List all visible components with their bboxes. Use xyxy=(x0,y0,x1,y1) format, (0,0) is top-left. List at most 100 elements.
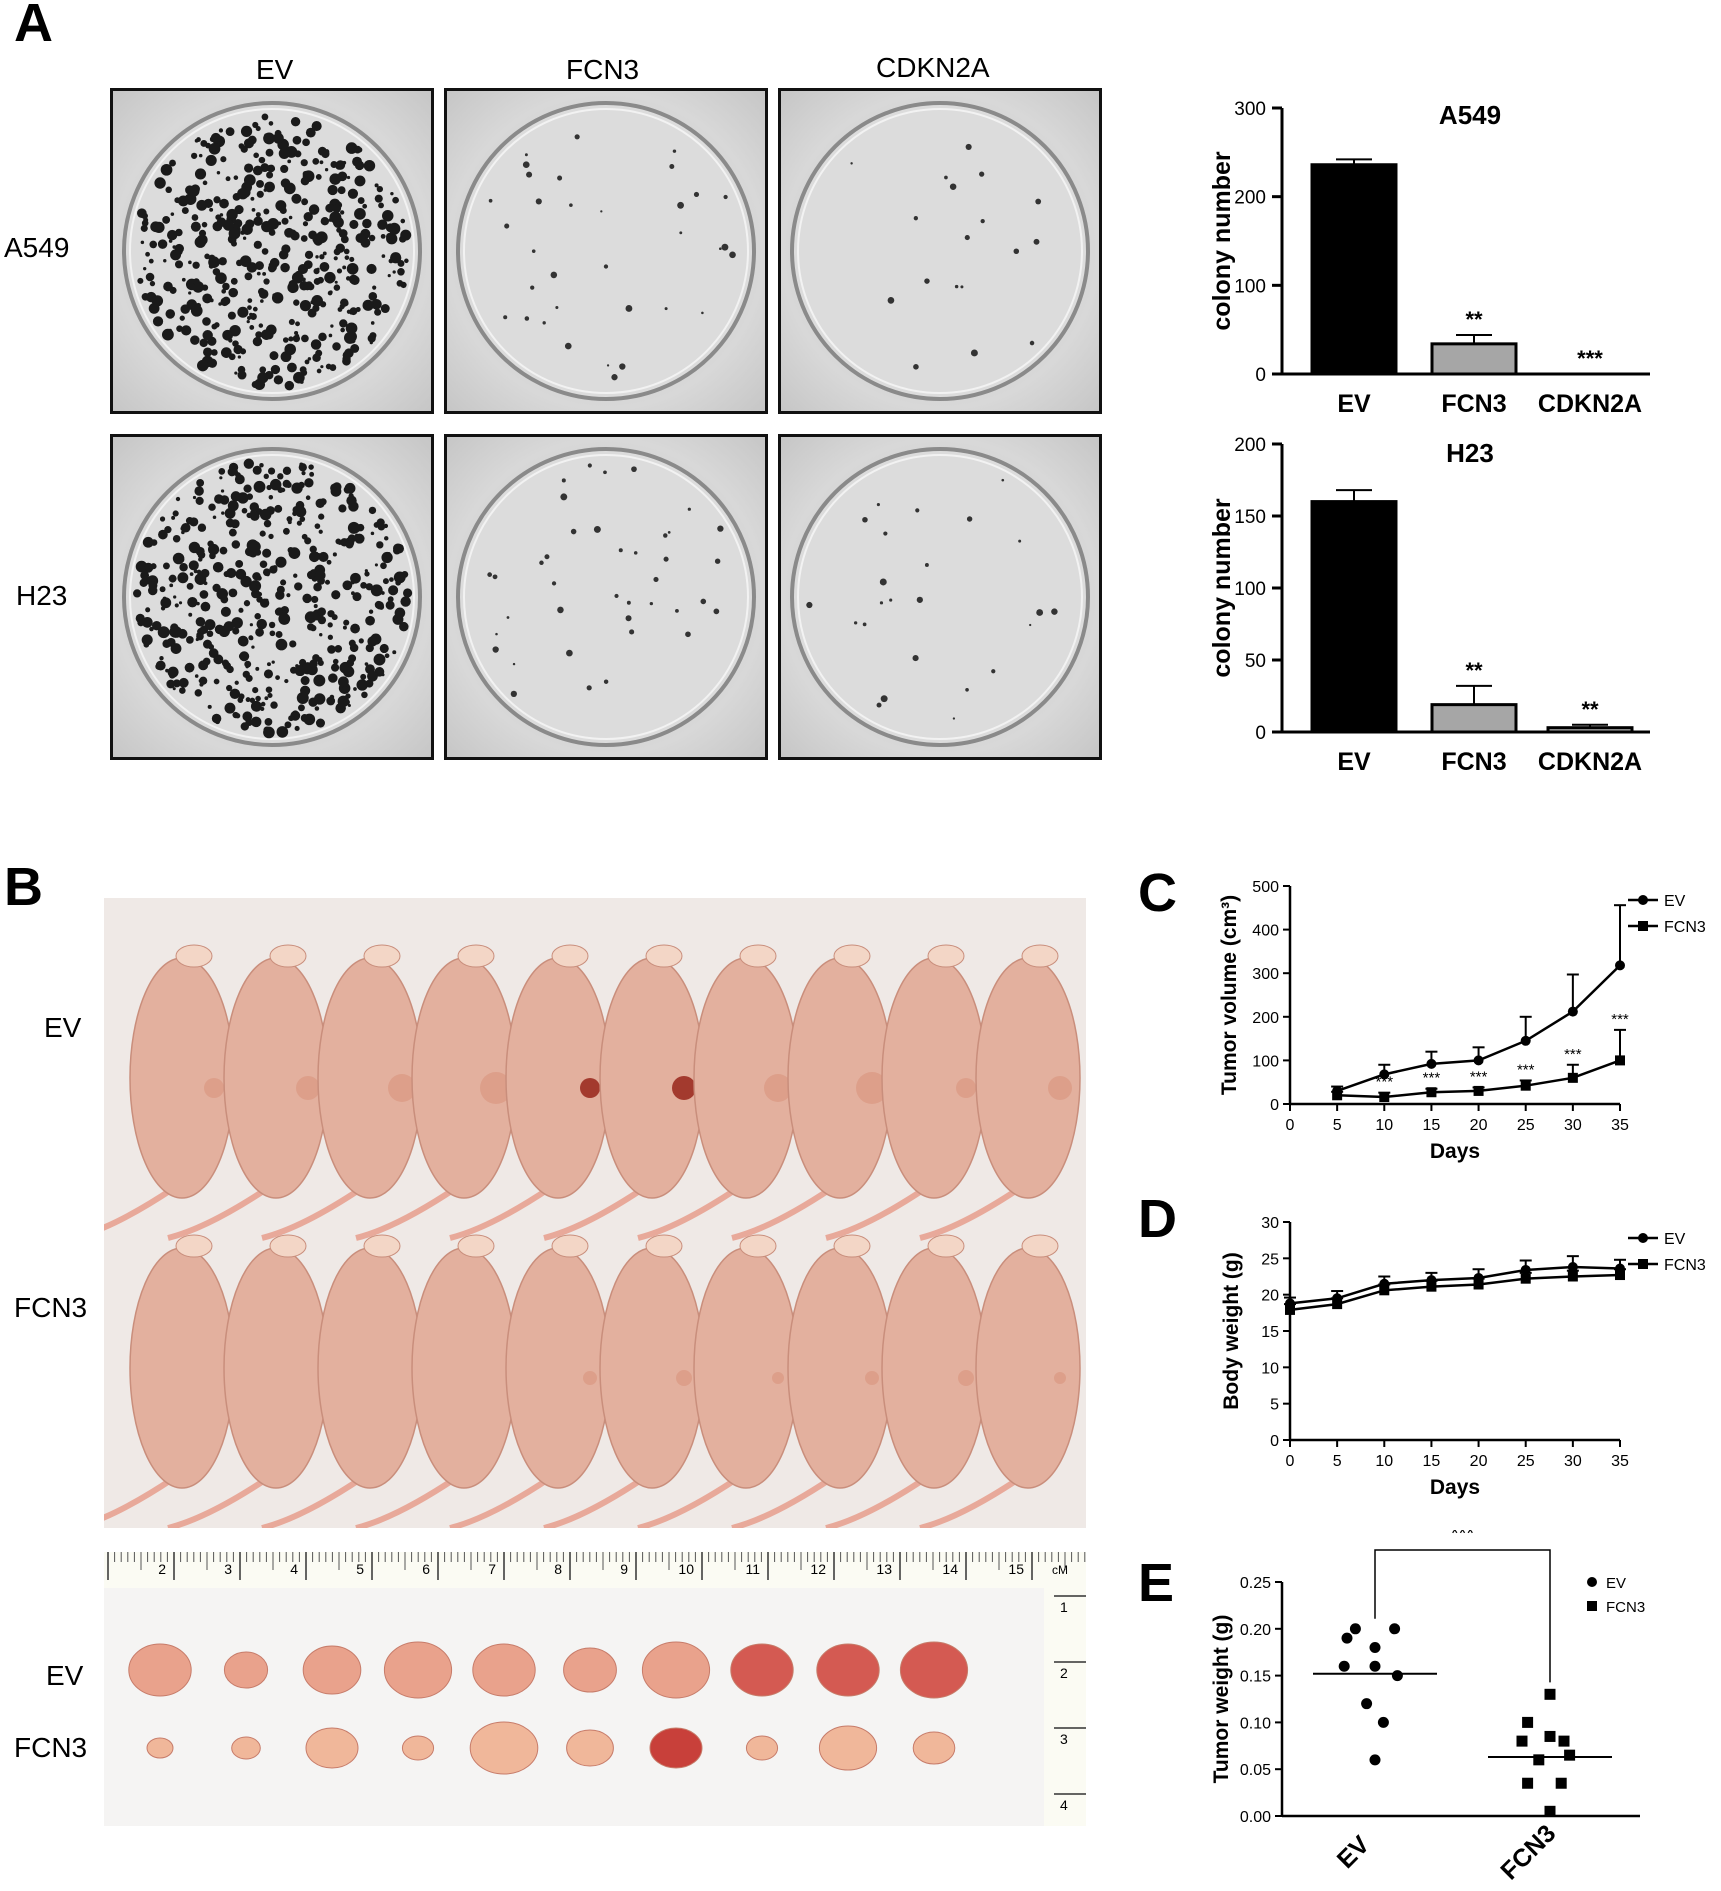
colony-dot xyxy=(218,468,226,475)
colony-dot xyxy=(924,278,930,284)
colony-dot xyxy=(155,660,166,671)
data-point xyxy=(1332,1090,1343,1101)
y-tick-label: 0.00 xyxy=(1240,1809,1271,1826)
colony-dot xyxy=(672,149,677,153)
colony-dot xyxy=(163,259,167,263)
colony-dot xyxy=(190,221,201,232)
colony-dot xyxy=(348,493,354,499)
panel-label-c: C xyxy=(1138,863,1177,923)
data-point xyxy=(1379,1285,1390,1296)
colony-dot xyxy=(292,135,302,145)
colony-dot xyxy=(208,644,215,650)
colony-dot xyxy=(531,249,536,253)
colony-dot xyxy=(261,248,269,255)
colony-dot xyxy=(255,126,261,132)
colony-dot xyxy=(495,632,498,636)
panel-label-a: A xyxy=(14,0,53,53)
colony-dot xyxy=(272,293,277,298)
colony-dot xyxy=(140,570,150,580)
y-tick-label: 0.10 xyxy=(1240,1715,1271,1732)
colony-dot xyxy=(338,504,347,513)
colony-dot xyxy=(226,208,238,221)
colony-dot xyxy=(159,656,164,661)
dish-inner-rim xyxy=(129,108,415,394)
colony-dot xyxy=(345,693,351,699)
colony-dot xyxy=(586,685,592,691)
colony-dot xyxy=(309,471,315,477)
colony-dot xyxy=(382,210,394,222)
colony-dot xyxy=(253,152,260,159)
mouse-tumor xyxy=(772,1372,784,1384)
colony-dot xyxy=(327,634,333,640)
mouse-body xyxy=(129,1247,235,1489)
colony-dot xyxy=(544,554,550,560)
colony-dot xyxy=(278,148,290,159)
colony-dot xyxy=(144,562,152,571)
colony-dot xyxy=(233,175,239,180)
colony-dot xyxy=(524,153,528,157)
data-point xyxy=(1379,1092,1390,1103)
colony-dot xyxy=(353,145,362,154)
ruler-tick-label: 9 xyxy=(620,1561,628,1577)
colony-dot xyxy=(362,299,374,311)
colony-dot xyxy=(179,315,185,321)
mouse-tumor xyxy=(388,1074,416,1102)
colony-dot xyxy=(292,511,298,517)
colony-dot xyxy=(302,593,312,604)
dish-drawing xyxy=(122,447,422,747)
data-point xyxy=(1638,895,1648,905)
colony-dot xyxy=(295,270,302,278)
x-tick-label: EV xyxy=(1337,390,1371,418)
colony-dot xyxy=(210,349,218,356)
colony-dot xyxy=(186,636,194,644)
colony-dot xyxy=(343,248,350,255)
colony-dot xyxy=(357,197,365,204)
colony-dot xyxy=(267,692,273,698)
x-tick-label: 20 xyxy=(1470,1453,1488,1470)
data-point xyxy=(1544,1730,1556,1742)
colony-dot xyxy=(335,243,345,253)
colony-dot xyxy=(372,285,377,290)
data-point xyxy=(1567,1271,1578,1282)
colony-dot xyxy=(239,651,250,662)
data-point xyxy=(1361,1698,1373,1710)
colony-dot xyxy=(300,235,308,242)
colony-dot xyxy=(718,247,722,251)
colony-dot xyxy=(175,496,181,502)
data-point xyxy=(1615,960,1625,971)
colony-dot xyxy=(913,216,918,221)
colony-dot xyxy=(310,624,317,632)
colony-dot xyxy=(205,154,217,166)
colony-dot xyxy=(226,567,237,579)
y-axis-label: colony number xyxy=(1208,498,1236,677)
ruler-tick-label: 6 xyxy=(422,1561,430,1577)
colony-dot xyxy=(160,597,172,609)
colony-dot xyxy=(299,379,304,384)
colony-dot xyxy=(329,364,337,371)
colony-dot xyxy=(335,160,346,170)
colony-dot xyxy=(339,319,348,328)
mouse-body xyxy=(317,1247,423,1489)
colony-dot xyxy=(301,198,309,206)
mouse-ear xyxy=(833,944,871,968)
colony-dot xyxy=(363,159,376,172)
colony-dot xyxy=(329,694,335,700)
colony-dish-photo xyxy=(110,88,434,414)
colony-dot xyxy=(266,662,271,667)
dish-inner-rim xyxy=(463,454,749,740)
dish-inner-rim xyxy=(129,454,415,740)
data-point xyxy=(1564,1749,1576,1761)
colony-dot xyxy=(350,623,360,634)
col-label-ev: EV xyxy=(256,54,294,85)
colony-dot xyxy=(318,332,327,342)
ruler-tick-label: 15 xyxy=(1008,1561,1024,1577)
colony-dot xyxy=(326,559,332,565)
colony-dot xyxy=(188,291,192,295)
colony-dot xyxy=(263,208,270,215)
colony-dot xyxy=(249,325,255,330)
colony-dot xyxy=(350,344,360,353)
colony-dot xyxy=(334,645,343,653)
colony-dot xyxy=(385,223,395,233)
colony-dot xyxy=(139,578,148,587)
colony-dot xyxy=(179,563,188,572)
